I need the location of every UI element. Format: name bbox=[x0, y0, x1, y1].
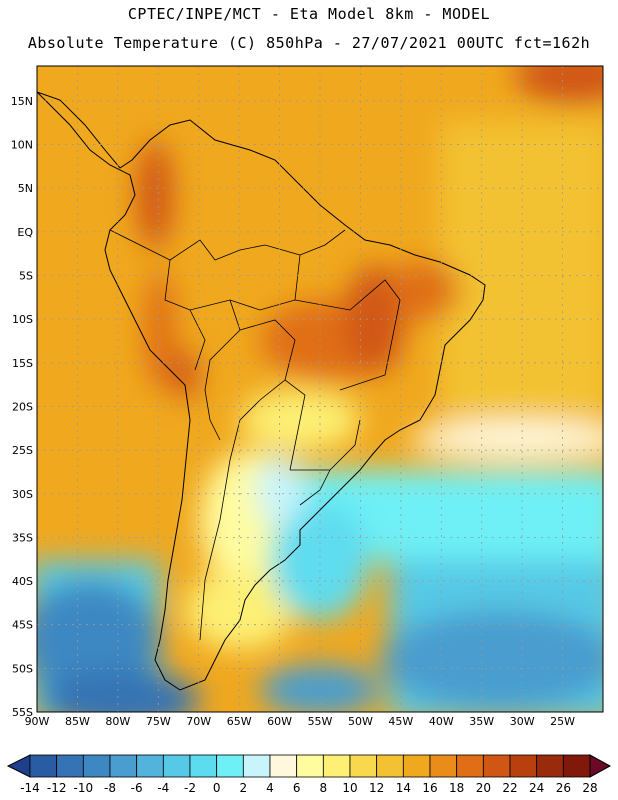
lat-label: 45S bbox=[12, 619, 33, 632]
lon-label: 85W bbox=[65, 715, 90, 728]
colorbar-label: 14 bbox=[396, 781, 411, 795]
colorbar-swatch bbox=[402, 754, 431, 778]
colorbar-swatch bbox=[429, 754, 458, 778]
colorbar-label: -14 bbox=[20, 781, 40, 795]
colorbar-label: 4 bbox=[266, 781, 274, 795]
lon-label: 60W bbox=[267, 715, 292, 728]
colorbar-label: 12 bbox=[369, 781, 384, 795]
lat-label: 40S bbox=[12, 575, 33, 588]
colorbar-label: 28 bbox=[582, 781, 597, 795]
colorbar-swatch bbox=[536, 754, 564, 778]
colorbar-swatch bbox=[56, 754, 84, 778]
colorbar-swatch bbox=[562, 754, 591, 778]
colorbar-swatch bbox=[82, 754, 111, 778]
colorbar-swatch bbox=[482, 754, 511, 778]
title-line-1: CPTEC/INPE/MCT - Eta Model 8km - MODEL bbox=[127, 5, 491, 23]
colorbar-high-arrow bbox=[589, 754, 612, 778]
colorbar-swatch bbox=[349, 754, 378, 778]
lat-label: 10S bbox=[12, 313, 33, 326]
colorbar-label: 10 bbox=[342, 781, 357, 795]
colorbar-label: -6 bbox=[131, 781, 143, 795]
lon-label: 35W bbox=[469, 715, 494, 728]
country-borders bbox=[109, 229, 401, 641]
lat-label: 15N bbox=[11, 95, 33, 108]
colorbar-label: 18 bbox=[449, 781, 464, 795]
lat-label: 20S bbox=[12, 400, 33, 413]
longitude-labels: 90W 85W 80W 75W 70W 65W 60W 55W 50W 45W 40W 35W 30W 2… bbox=[25, 715, 576, 728]
colorbar-label: -8 bbox=[104, 781, 116, 795]
colorbar-swatch bbox=[509, 754, 538, 778]
colorbar-swatch bbox=[322, 754, 351, 778]
lon-label: 80W bbox=[105, 715, 130, 728]
lat-label: 15S bbox=[12, 357, 33, 370]
lon-label: 45W bbox=[388, 715, 413, 728]
colorbar-swatch bbox=[376, 754, 404, 778]
graticule bbox=[37, 66, 603, 712]
lon-label: 65W bbox=[227, 715, 252, 728]
colorbar-swatch bbox=[29, 754, 58, 778]
colorbar-label: 26 bbox=[556, 781, 571, 795]
lon-label: 70W bbox=[186, 715, 211, 728]
coastlines bbox=[36, 91, 486, 691]
title-line-2: Absolute Temperature (C) 850hPa - 27/07/… bbox=[27, 34, 591, 52]
lat-label: 55S bbox=[12, 706, 33, 719]
colorbar-swatch bbox=[189, 754, 218, 778]
lon-label: 30W bbox=[510, 715, 535, 728]
colorbar-swatch bbox=[162, 754, 191, 778]
colorbar-label: 0 bbox=[213, 781, 221, 795]
lat-label: EQ bbox=[17, 226, 33, 239]
colorbar-swatch bbox=[216, 754, 244, 778]
lon-label: 55W bbox=[308, 715, 333, 728]
colorbar-label: -12 bbox=[47, 781, 67, 795]
colorbar-swatch bbox=[296, 754, 324, 778]
colorbar-label: 8 bbox=[320, 781, 328, 795]
temperature-map: 15N 10N 5N EQ 5S 10S 15S 20S 25S 30S 35S 40S 45S 50S 5… bbox=[11, 65, 604, 728]
colorbar-label: 2 bbox=[240, 781, 248, 795]
colorbar-swatch bbox=[136, 754, 164, 778]
lon-label: 50W bbox=[348, 715, 373, 728]
lat-label: 5N bbox=[18, 182, 33, 195]
lon-label: 25W bbox=[550, 715, 575, 728]
colorbar: -14 -12 -10 -8 -6 -4 -2 0 2 4 6 8 10 12 14 16 18 20 22 24 26… bbox=[6, 754, 612, 795]
colorbar-swatch bbox=[269, 754, 298, 778]
lat-label: 30S bbox=[12, 488, 33, 501]
lat-label: 50S bbox=[12, 662, 33, 675]
colorbar-label: -2 bbox=[184, 781, 196, 795]
lon-label: 40W bbox=[429, 715, 454, 728]
colorbar-label: 16 bbox=[422, 781, 437, 795]
colorbar-label: 20 bbox=[476, 781, 491, 795]
colorbar-label: -4 bbox=[157, 781, 169, 795]
colorbar-label: 22 bbox=[502, 781, 517, 795]
colorbar-swatch bbox=[109, 754, 138, 778]
lat-label: 25S bbox=[12, 444, 33, 457]
lon-label: 90W bbox=[25, 715, 50, 728]
map-frame bbox=[36, 65, 604, 713]
lat-label: 35S bbox=[12, 531, 33, 544]
colorbar-label: -10 bbox=[74, 781, 94, 795]
colorbar-label: 24 bbox=[529, 781, 544, 795]
colorbar-label: 6 bbox=[293, 781, 301, 795]
colorbar-low-arrow bbox=[6, 754, 31, 778]
lon-label: 75W bbox=[146, 715, 171, 728]
colorbar-swatch bbox=[242, 754, 271, 778]
lat-label: 10N bbox=[11, 139, 33, 152]
latitude-labels: 15N 10N 5N EQ 5S 10S 15S 20S 25S 30S 35S 40S 45S 50S 5… bbox=[11, 95, 34, 719]
lat-label: 5S bbox=[19, 270, 33, 283]
colorbar-swatch bbox=[456, 754, 484, 778]
temperature-field bbox=[37, 66, 603, 712]
